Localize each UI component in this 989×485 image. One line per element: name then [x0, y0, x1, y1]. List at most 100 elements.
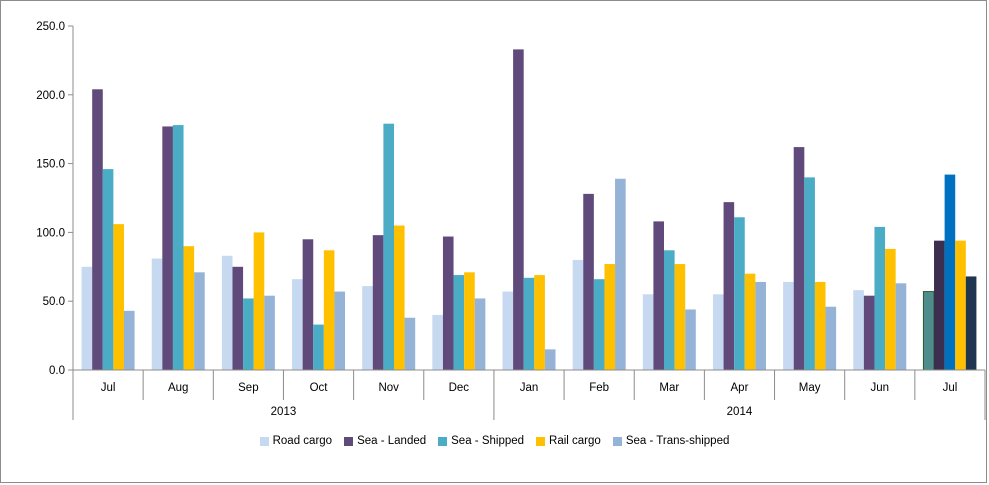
bar-sea-trans-shipped-mar — [685, 309, 696, 370]
bar-sea-shipped-nov — [383, 123, 394, 370]
x-tick-label: Aug — [168, 382, 188, 394]
legend-item: Sea - Shipped — [438, 435, 524, 447]
bar-sea-landed-feb — [583, 193, 594, 370]
bar-road-cargo-feb — [572, 259, 584, 370]
x-tick-label: Feb — [589, 382, 609, 394]
bar-rail-cargo-sep — [253, 232, 265, 370]
legend-label: Sea - Landed — [357, 435, 427, 447]
y-axis: 0.0 50.0 100.0 150.0 200.0 250.0 — [36, 21, 74, 377]
bar-sea-trans-shipped-feb — [615, 178, 626, 370]
bar-rail-cargo-jun — [885, 248, 896, 370]
x-tick-label: Oct — [310, 382, 329, 394]
bar-rail-cargo-dec — [464, 272, 475, 370]
bar-road-cargo-oct — [292, 279, 303, 370]
bar-sea-trans-shipped-nov — [404, 317, 416, 370]
x-axis: Jul Aug Sep Oct Nov Dec Jan Feb Mar Apr May Jun Jul 2… — [72, 369, 986, 420]
bar-sea-trans-shipped-jul — [965, 276, 977, 370]
bar-rail-cargo-jul — [113, 224, 124, 370]
legend-label: Sea - Shipped — [451, 435, 525, 447]
bar-sea-shipped-feb — [593, 279, 605, 370]
bar-sea-landed-dec — [442, 236, 454, 370]
bar-sea-shipped-jun — [874, 226, 886, 370]
x-tick-label: Jul — [943, 382, 958, 394]
legend-swatch — [536, 436, 546, 446]
x-tick-label: Apr — [731, 382, 749, 394]
legend-swatch — [612, 436, 622, 446]
bar-sea-landed-aug — [162, 126, 173, 370]
bar-road-cargo-jun — [853, 290, 864, 370]
bars — [81, 49, 977, 371]
bar-sea-landed-sep — [232, 266, 244, 370]
bar-sea-trans-shipped-jun — [895, 283, 907, 370]
legend-item: Road cargo — [259, 435, 333, 447]
bar-sea-shipped-dec — [453, 275, 465, 370]
legend-swatch — [259, 436, 269, 446]
y-tick-label: 150.0 — [36, 159, 65, 171]
bar-road-cargo-jul — [81, 266, 93, 370]
bar-road-cargo-nov — [362, 286, 373, 370]
bar-road-cargo-jul — [922, 291, 935, 371]
x-year-label: 2014 — [727, 406, 753, 418]
x-tick-label: Sep — [238, 382, 258, 394]
bar-rail-cargo-feb — [604, 264, 616, 370]
bar-road-cargo-aug — [151, 258, 163, 370]
bar-sea-trans-shipped-jul — [123, 310, 135, 370]
legend-swatch — [344, 436, 354, 446]
bar-sea-shipped-may — [804, 177, 815, 370]
bar-sea-trans-shipped-apr — [755, 281, 766, 370]
bar-rail-cargo-apr — [744, 273, 756, 370]
bar-sea-trans-shipped-sep — [264, 295, 275, 370]
bar-sea-shipped-mar — [664, 250, 675, 370]
bar-road-cargo-may — [783, 281, 794, 370]
bar-rail-cargo-jan — [534, 275, 545, 370]
bar-sea-shipped-jul — [944, 174, 956, 370]
bar-sea-landed-apr — [723, 202, 735, 370]
bar-sea-landed-jan — [513, 49, 524, 370]
legend-item: Rail cargo — [536, 435, 601, 447]
bar-sea-landed-jun — [863, 295, 875, 370]
y-tick-label: 50.0 — [43, 296, 65, 308]
bar-sea-shipped-sep — [243, 298, 254, 370]
legend-item: Sea - Landed — [344, 435, 426, 447]
bar-rail-cargo-aug — [183, 246, 195, 370]
bar-sea-trans-shipped-jan — [544, 349, 556, 370]
bar-sea-trans-shipped-may — [825, 306, 837, 370]
bar-sea-landed-oct — [302, 239, 314, 370]
bar-sea-shipped-oct — [313, 324, 324, 370]
bar-sea-shipped-apr — [734, 217, 745, 370]
y-tick-label: 0.0 — [49, 365, 65, 377]
y-tick-label: 100.0 — [36, 227, 65, 239]
x-tick-label: Dec — [449, 382, 470, 394]
y-tick-label: 250.0 — [36, 21, 65, 33]
x-tick-label: Nov — [378, 382, 399, 394]
legend-label: Road cargo — [272, 435, 333, 447]
legend-label: Sea - Trans-shipped — [625, 435, 730, 447]
bar-road-cargo-apr — [712, 294, 724, 370]
x-tick-label: Jul — [101, 382, 116, 394]
bar-road-cargo-dec — [432, 314, 443, 370]
bar-sea-landed-may — [793, 147, 805, 370]
x-tick-label: May — [799, 382, 821, 394]
legend-item: Sea - Trans-shipped — [612, 435, 730, 447]
bar-rail-cargo-jul — [955, 240, 966, 370]
x-tick-label: Jan — [520, 382, 539, 394]
bar-sea-landed-nov — [372, 235, 384, 370]
bar-road-cargo-sep — [221, 255, 233, 370]
bar-rail-cargo-may — [814, 281, 826, 370]
y-tick-label: 200.0 — [36, 90, 65, 102]
bar-road-cargo-jan — [502, 291, 514, 370]
legend-swatch — [438, 436, 448, 446]
x-tick-label: Jun — [870, 382, 889, 394]
bar-sea-trans-shipped-oct — [334, 291, 346, 370]
bar-sea-landed-mar — [653, 221, 665, 370]
legend-label: Rail cargo — [549, 435, 601, 447]
bar-road-cargo-mar — [642, 294, 654, 370]
bar-rail-cargo-nov — [393, 225, 405, 370]
bar-sea-trans-shipped-aug — [194, 272, 205, 370]
bar-rail-cargo-oct — [323, 250, 335, 370]
legend: Road cargo Sea - Landed Sea - Shipped Rail … — [0, 433, 989, 449]
bar-sea-trans-shipped-dec — [474, 298, 486, 370]
bar-sea-shipped-jul — [102, 169, 114, 370]
